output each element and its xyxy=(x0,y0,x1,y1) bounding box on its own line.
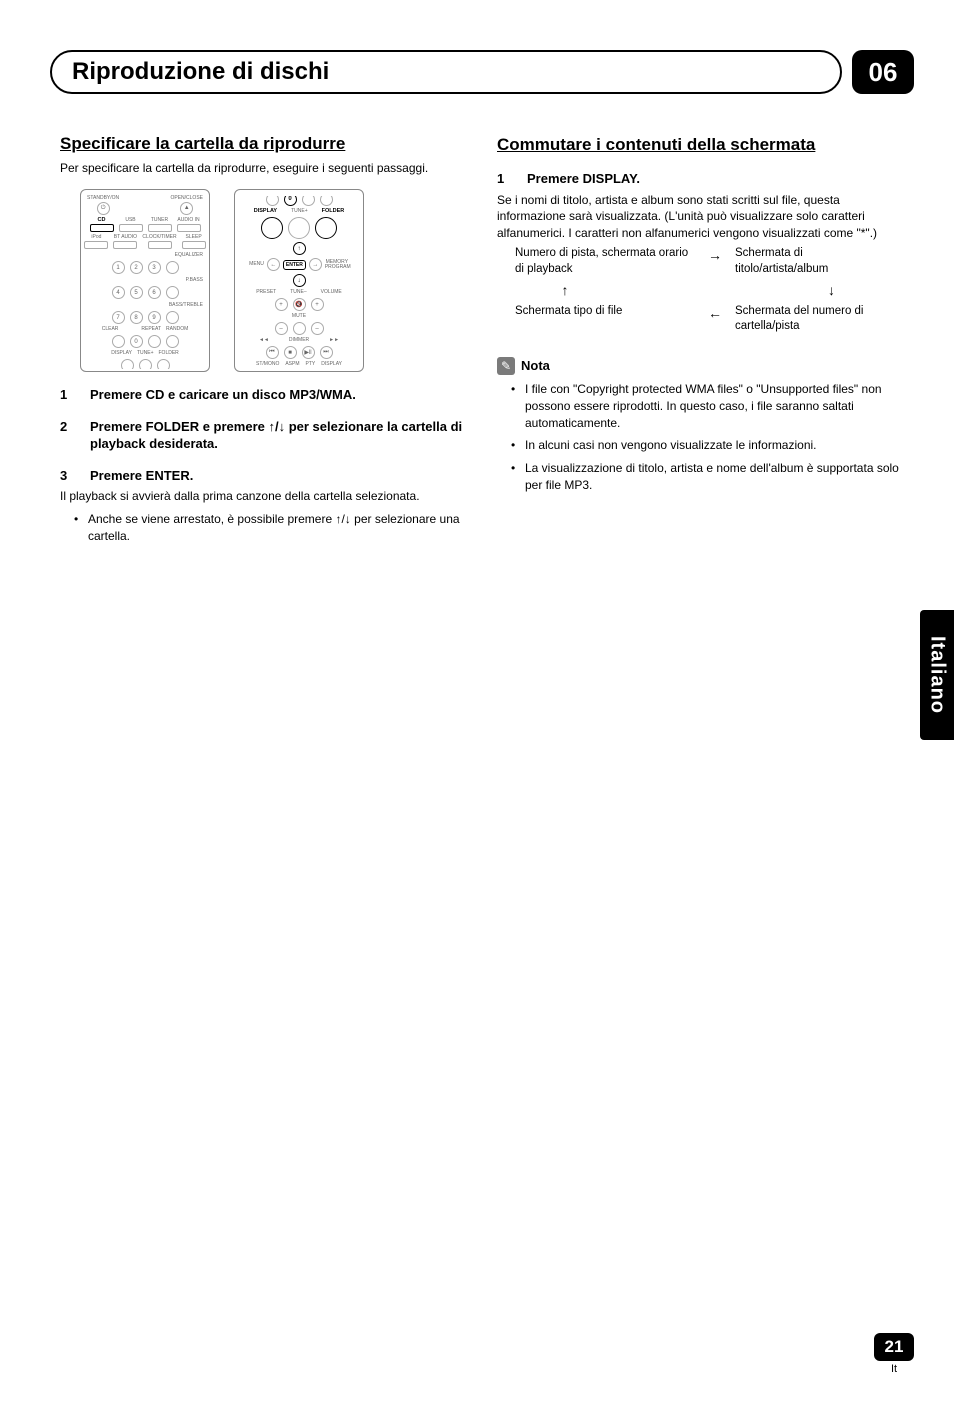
arrow-left-icon: ← xyxy=(703,304,727,323)
key-6: 6 xyxy=(148,286,161,299)
note-icon: ✎ xyxy=(497,357,515,375)
flow-bottom-left: Schermata tipo di file xyxy=(515,304,695,320)
lbl-random: RANDOM xyxy=(166,327,188,332)
lbl-standby: STANDBY/ON xyxy=(87,196,119,201)
right-column: Commutare i contenuti della schermata 1 … xyxy=(497,134,904,551)
left-section-title: Specificare la cartella da riprodurre xyxy=(60,134,467,154)
header-title-pill: Riproduzione di dischi xyxy=(50,50,842,94)
arrow-up-flow-icon: ↑ xyxy=(515,281,615,300)
lbl-display-r: DISPLAY xyxy=(254,209,277,215)
left-step-1: 1 Premere CD e caricare un disco MP3/WMA… xyxy=(60,386,467,404)
note-list: I file con "Copyright protected WMA file… xyxy=(497,381,904,494)
lbl-pty: PTY xyxy=(306,362,316,367)
side-tab-label: Italiano xyxy=(926,636,949,714)
key-2: 2 xyxy=(130,261,143,274)
note-item-3: La visualizzazione di titolo, artista e … xyxy=(497,460,904,494)
left-step-3-sub: Il playback si avvierà dalla prima canzo… xyxy=(60,488,467,505)
page-footer: 21 It xyxy=(874,1333,914,1375)
lbl-openclose: OPEN/CLOSE xyxy=(170,196,203,201)
left-bullet-1: Anche se viene arrestato, è possibile pr… xyxy=(60,511,467,545)
lbl-menu: MENU xyxy=(249,262,264,267)
flow-bottom-right: Schermata del numero di cartella/pista xyxy=(735,304,892,335)
lbl-preset: PRESET xyxy=(256,290,276,295)
lbl-tuner: TUNER xyxy=(151,218,168,223)
lbl-repeat: REPEAT xyxy=(141,327,161,332)
left-step-1-text: Premere CD e caricare un disco MP3/WMA. xyxy=(90,386,356,404)
left-step-3-bullets: Anche se viene arrestato, è possibile pr… xyxy=(60,511,467,545)
key-9: 9 xyxy=(148,311,161,324)
left-column: Specificare la cartella da riprodurre Pe… xyxy=(60,134,467,551)
flow-top-right: Schermata di titolo/artista/album xyxy=(735,246,892,277)
lbl-tuneplus-r: TUNE+ xyxy=(291,209,308,214)
note-title: Nota xyxy=(521,358,550,373)
remote-right: 0 DISPLAYTUNE+FOLDER ↑ MENU ← ENTER → ME… xyxy=(234,189,364,373)
lbl-display-l: DISPLAY xyxy=(111,351,132,356)
left-intro: Per specificare la cartella da riprodurr… xyxy=(60,160,467,177)
note-item-1: I file con "Copyright protected WMA file… xyxy=(497,381,904,431)
note-heading: ✎ Nota xyxy=(497,357,904,375)
remote-left: STANDBY/ON⏻ OPEN/CLOSE▲ CD USB TUNER AUD… xyxy=(80,189,210,373)
lbl-dimmer: DIMMER xyxy=(289,338,309,343)
lbl-clear: CLEAR xyxy=(102,327,119,332)
key-3: 3 xyxy=(148,261,161,274)
lbl-display-b: DISPLAY xyxy=(321,362,342,367)
lbl-memory: MEMORY PROGRAM xyxy=(325,260,349,270)
lbl-volume: VOLUME xyxy=(321,290,342,295)
arrow-up-icon: ↑ xyxy=(293,242,306,255)
page-lang: It xyxy=(874,1363,914,1375)
lbl-aspm: ASPM xyxy=(285,362,299,367)
note-item-2: In alcuni casi non vengono visualizzate … xyxy=(497,437,904,454)
right-step-1: 1 Premere DISPLAY. xyxy=(497,170,904,188)
left-step-3: 3 Premere ENTER. xyxy=(60,467,467,485)
lbl-folder-l: FOLDER xyxy=(159,351,179,356)
lbl-clock: CLOCK/TIMER xyxy=(142,235,176,240)
right-step-1-sub: Se i nomi di titolo, artista e album son… xyxy=(497,192,904,242)
key-8: 8 xyxy=(130,311,143,324)
right-section-title: Commutare i contenuti della schermata xyxy=(497,134,904,156)
arrow-right-icon: → xyxy=(703,246,727,265)
chapter-badge: 06 xyxy=(852,50,914,94)
key-7: 7 xyxy=(112,311,125,324)
lbl-cd: CD xyxy=(98,218,106,224)
page-number: 21 xyxy=(874,1333,914,1361)
enter-button: ENTER xyxy=(283,260,306,270)
key-5: 5 xyxy=(130,286,143,299)
lbl-eq: EQUALIZER xyxy=(175,252,203,258)
flow-diagram: Numero di pista, schermata orario di pla… xyxy=(497,242,904,343)
remote-diagrams: STANDBY/ON⏻ OPEN/CLOSE▲ CD USB TUNER AUD… xyxy=(80,189,467,373)
lbl-tuneminus: TUNE– xyxy=(290,290,306,295)
lbl-ipod: iPod xyxy=(91,235,101,240)
lbl-sleep: SLEEP xyxy=(186,235,202,240)
lbl-bt: BT AUDIO xyxy=(114,235,137,240)
right-step-1-text: Premere DISPLAY. xyxy=(527,170,640,188)
lbl-pbass: P.BASS xyxy=(186,277,203,283)
arrow-down-icon: ↓ xyxy=(293,274,306,287)
lbl-stmono: ST/MONO xyxy=(256,362,279,367)
left-step-2: 2 Premere FOLDER e premere ↑/↓ per selez… xyxy=(60,418,467,453)
left-step-2-text: Premere FOLDER e premere ↑/↓ per selezio… xyxy=(90,418,467,453)
page-header: Riproduzione di dischi 06 xyxy=(50,50,914,94)
content-columns: Specificare la cartella da riprodurre Pe… xyxy=(0,134,954,551)
key-4: 4 xyxy=(112,286,125,299)
flow-top-left: Numero di pista, schermata orario di pla… xyxy=(515,246,695,277)
language-side-tab: Italiano xyxy=(920,610,954,740)
lbl-folder-r: FOLDER xyxy=(322,209,345,215)
left-step-3-text: Premere ENTER. xyxy=(90,467,193,485)
key-0: 0 xyxy=(130,335,143,348)
lbl-basstreble: BASS/TREBLE xyxy=(169,302,203,308)
lbl-usb: USB xyxy=(125,218,135,223)
lbl-audioin: AUDIO IN xyxy=(177,218,199,223)
page-title: Riproduzione di dischi xyxy=(72,58,329,86)
lbl-tuneplus-l: TUNE+ xyxy=(137,351,154,356)
key-1: 1 xyxy=(112,261,125,274)
lbl-mute: MUTE xyxy=(292,314,306,319)
arrow-down-flow-icon: ↓ xyxy=(615,281,855,300)
